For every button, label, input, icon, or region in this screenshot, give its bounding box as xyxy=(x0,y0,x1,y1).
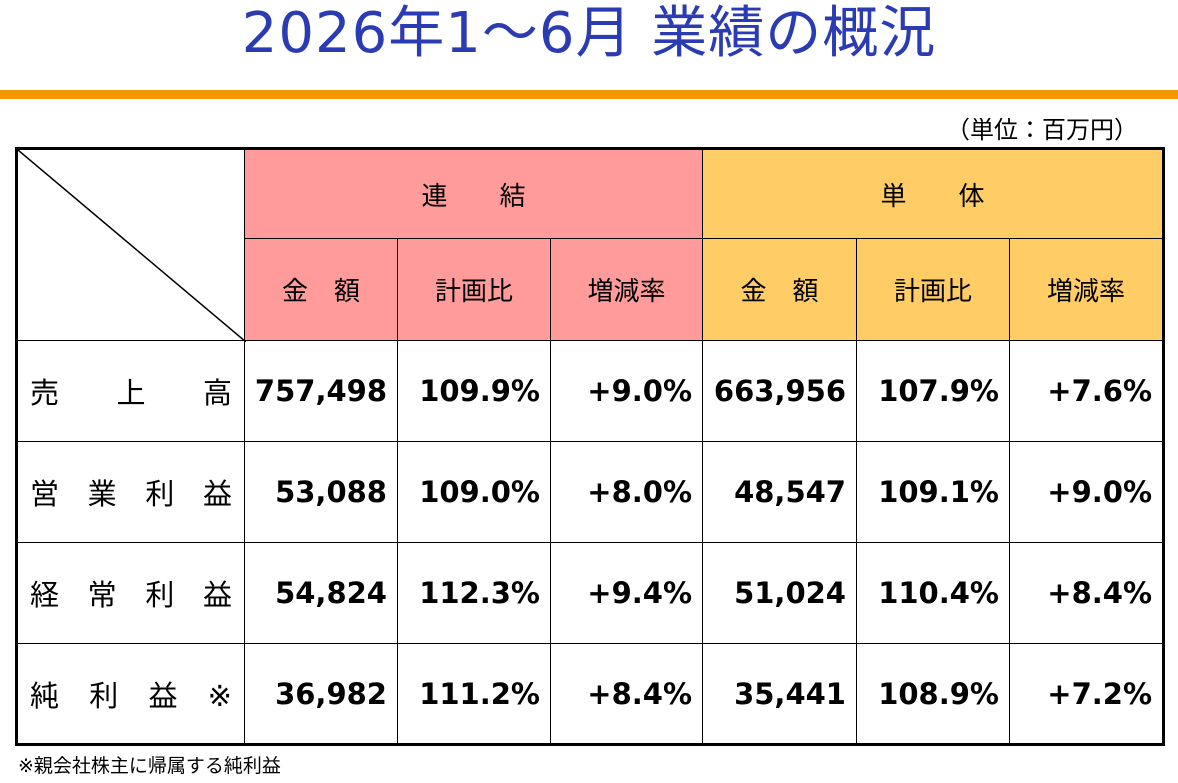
column-header: 増減率 xyxy=(1009,238,1164,341)
footnote: ※親会社株主に帰属する純利益 xyxy=(18,755,281,777)
row-label: 経 常 利 益 xyxy=(16,542,245,644)
value-cell: +9.0% xyxy=(550,340,703,442)
header-row: 金 額計画比 増減率金 額計画比 増減率 xyxy=(17,238,1164,341)
column-header: 計画比 xyxy=(397,238,551,341)
data-row: 売 上 高 757,498 109.9% +9.0% 663,956 107.9% +7.6… xyxy=(16,340,1164,442)
row-label: 売 上 高 xyxy=(16,340,245,442)
row-label: 営 業 利 益 xyxy=(16,441,245,543)
group-header: 単 体 xyxy=(702,148,1164,239)
value-cell: 108.9% xyxy=(856,643,1010,745)
column-header: 金 額 xyxy=(244,238,398,341)
column-header: 計画比 xyxy=(856,238,1010,341)
value-cell: +8.4% xyxy=(1009,542,1164,644)
value-cell: 109.0% xyxy=(397,441,551,543)
column-header: 金 額 xyxy=(702,238,857,341)
value-cell: 48,547 xyxy=(702,441,857,543)
value-cell: +8.4% xyxy=(550,643,703,745)
value-cell: 51,024 xyxy=(702,542,857,644)
value-cell: 36,982 xyxy=(244,643,398,745)
value-cell: 109.1% xyxy=(856,441,1010,543)
value-cell: +9.4% xyxy=(550,542,703,644)
value-cell: +7.2% xyxy=(1009,643,1164,745)
column-header: 増減率 xyxy=(550,238,703,341)
title-rule xyxy=(0,90,1178,99)
value-cell: 112.3% xyxy=(397,542,551,644)
corner-diagonal xyxy=(18,150,246,342)
value-cell: +7.6% xyxy=(1009,340,1164,442)
data-row: 経 常 利 益 54,824 112.3% +9.4% 51,024 110.4% +8.4… xyxy=(16,542,1164,644)
value-cell: +8.0% xyxy=(550,441,703,543)
header-row: 連 結単 体 xyxy=(16,148,1164,342)
unit-note: （単位：百万円） xyxy=(946,116,1138,144)
value-cell: 35,441 xyxy=(702,643,857,745)
value-cell: 53,088 xyxy=(244,441,398,543)
row-label: 純 利 益 ※ xyxy=(16,643,245,745)
group-header: 連 結 xyxy=(244,148,703,239)
value-cell: +9.0% xyxy=(1009,441,1164,543)
value-cell: 757,498 xyxy=(244,340,398,442)
value-cell: 663,956 xyxy=(702,340,857,442)
results-table: 連 結単 体金 額計画比 増減率金 額計画比 増減率売 上 高 757,498 109.… xyxy=(15,147,1165,746)
title: 2026年1～6月 業績の概況 xyxy=(241,1,937,66)
data-row: 営 業 利 益 53,088 109.0% +8.0% 48,547 109.1% +9.0… xyxy=(16,441,1164,543)
value-cell: 107.9% xyxy=(856,340,1010,442)
corner-cell xyxy=(16,148,246,342)
value-cell: 54,824 xyxy=(244,542,398,644)
value-cell: 111.2% xyxy=(397,643,551,745)
value-cell: 110.4% xyxy=(856,542,1010,644)
value-cell: 109.9% xyxy=(397,340,551,442)
data-row: 純 利 益 ※ 36,982 111.2% +8.4% 35,441 108.9% +7.2… xyxy=(16,643,1164,745)
